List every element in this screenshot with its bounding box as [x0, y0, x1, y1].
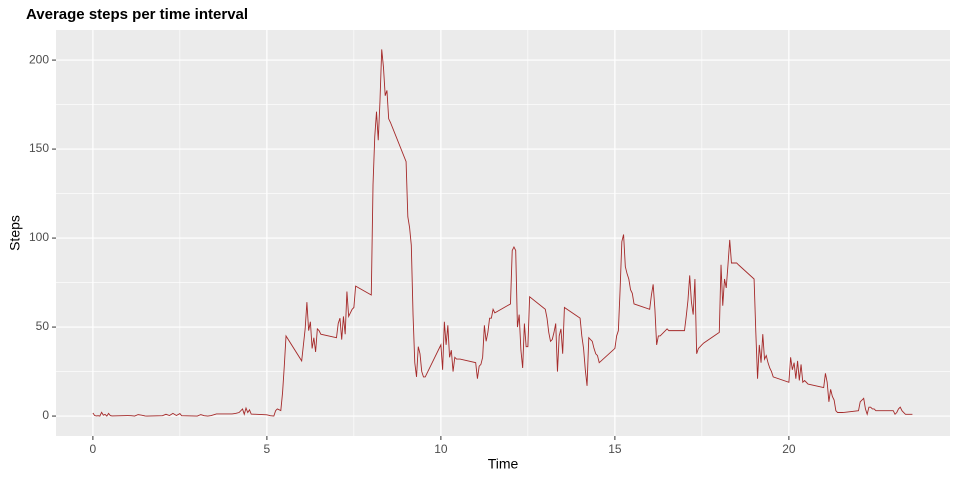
y-tick-label: 200: [29, 52, 49, 66]
x-tick-label: 10: [434, 442, 448, 456]
x-axis-title: Time: [488, 456, 519, 472]
x-tick-label: 15: [608, 442, 622, 456]
y-tick-label: 0: [42, 408, 49, 422]
x-tick-label: 0: [90, 442, 97, 456]
y-axis-title: Steps: [7, 215, 23, 251]
y-tick-label: 150: [29, 141, 49, 155]
y-tick-label: 50: [36, 319, 50, 333]
data-line: [92, 49, 913, 417]
chart-title: Average steps per time interval: [26, 6, 248, 23]
y-tick-label: 100: [29, 230, 49, 244]
x-tick-label: 5: [264, 442, 271, 456]
panel: [56, 30, 950, 436]
x-tick-label: 20: [782, 442, 796, 456]
